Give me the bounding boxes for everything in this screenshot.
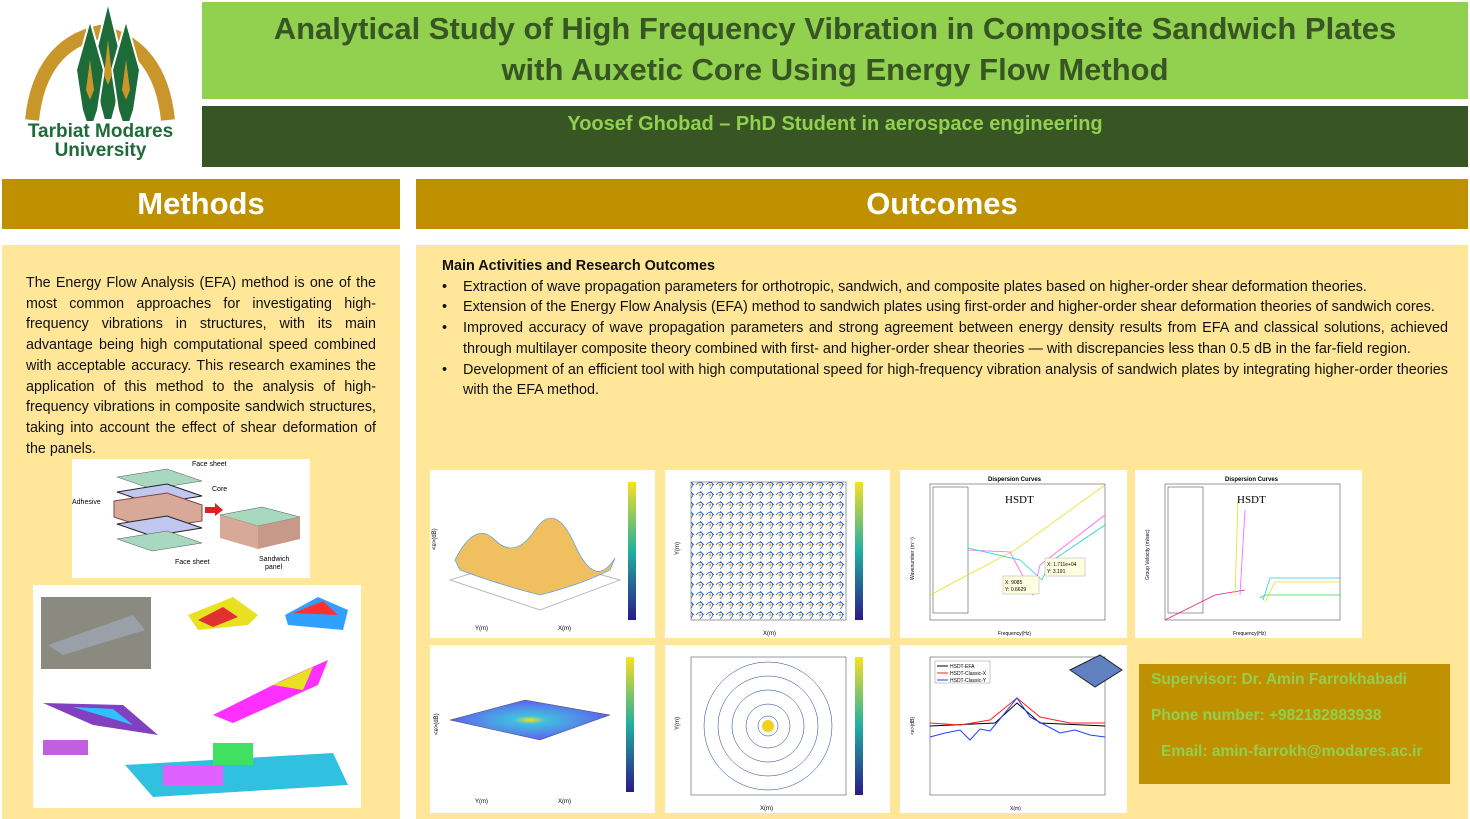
datatip-y1: Y: 0.6629 [1005, 587, 1026, 593]
label-face-sheet-bottom: Face sheet [175, 559, 210, 566]
outcomes-subheading: Main Activities and Research Outcomes [442, 258, 715, 274]
axis-label-x: X(m) [558, 626, 571, 632]
outcome-bullet: Extension of the Energy Flow Analysis (E… [442, 297, 1448, 318]
methods-heading: Methods [2, 179, 400, 229]
cypress-trees-logo-icon [25, 1, 175, 123]
axis-label-y: Y(m) [675, 542, 681, 555]
datatip-x2: X: 1.711e+04 [1047, 562, 1077, 568]
logo-text-line1: Tarbiat Modares [27, 121, 174, 142]
author-line: Yoosef Ghobad – PhD Student in aerospace… [202, 106, 1468, 167]
axis-label-x: X(m) [558, 799, 571, 805]
plot-title: Dispersion Curves [988, 477, 1042, 483]
email-link[interactable]: Email: amin-farrokh@modares.ac.ir [1161, 743, 1423, 760]
applications-figure [33, 585, 361, 808]
methods-text: The Energy Flow Analysis (EFA) method is… [26, 275, 376, 457]
label-adhesive: Adhesive [72, 499, 101, 506]
axis-label-y: Y(m) [475, 626, 488, 632]
energy-contour-figure: X(m) Y(m) [665, 645, 890, 813]
logo-text-line2: University [54, 140, 147, 161]
label-panel: panel [265, 564, 283, 571]
phone-text: Phone number: +982182883938 [1151, 707, 1382, 724]
hsdt-label: HSDT [1005, 494, 1034, 506]
university-logo: Tarbiat Modares University [0, 0, 200, 167]
axis-label-frequency: Frequency(Hz) [1233, 631, 1266, 637]
title-line-2: with Auxetic Core Using Energy Flow Meth… [501, 52, 1169, 87]
axis-label-wavenumber: Wavenumber (m⁻¹) [910, 537, 916, 580]
outcomes-heading: Outcomes [416, 179, 1468, 229]
axis-label-group-velocity: Group Velocity (m/sec) [1145, 529, 1151, 580]
dispersion-curves-group-velocity-figure: Dispersion Curves HSDT Frequency(Hz) Gro… [1135, 470, 1362, 638]
axis-label-x: X(m) [760, 806, 773, 812]
datatip-x1: X: 9085 [1005, 580, 1022, 586]
axis-label-x: X(m) [1010, 806, 1021, 812]
label-face-sheet-top: Face sheet [192, 461, 227, 468]
contact-box: Supervisor: Dr. Amin Farrokhabadi Phone … [1139, 664, 1450, 784]
legend-hsdt-efa: HSDT-EFA [950, 664, 975, 670]
label-core: Core [212, 486, 227, 493]
title-line-1: Analytical Study of High Frequency Vibra… [273, 11, 1397, 46]
datatip-y2: Y: 3.191 [1047, 569, 1066, 575]
label-sandwich: Sandwich [259, 556, 289, 563]
sandwich-structure-figure: Face sheet Core Adhesive Face sheet Sand… [72, 459, 310, 578]
hsdt-label: HSDT [1237, 494, 1266, 506]
legend-hsdt-classic-y: HSDT-Classic-Y [950, 678, 987, 684]
plot-title: Dispersion Curves [1225, 477, 1279, 483]
energy-density-3d-flat-figure: <e>(dB) Y(m) X(m) [430, 645, 655, 813]
outcome-bullet: Extraction of wave propagation parameter… [442, 277, 1448, 298]
axis-label-y: Y(m) [675, 717, 681, 730]
axis-label-x: X(m) [763, 631, 776, 637]
axis-label-frequency: Frequency(Hz) [998, 631, 1031, 637]
energy-flow-vector-field-figure: X(m) Y(m) [665, 470, 890, 638]
poster-title: Analytical Study of High Frequency Vibra… [202, 2, 1468, 99]
outcome-bullet: Development of an efficient tool with hi… [442, 360, 1448, 401]
energy-density-comparison-figure: HSDT-EFA HSDT-Classic-X HSDT-Classic-Y X… [900, 645, 1127, 813]
dispersion-curves-wavenumber-figure: Dispersion Curves HSDT X: 9085 Y: 0.6629… [900, 470, 1127, 638]
outcome-bullet: Improved accuracy of wave propagation pa… [442, 318, 1448, 359]
axis-label-y: Y(m) [475, 799, 488, 805]
axis-label-e: <e>(dB) [434, 713, 440, 735]
outcomes-text: Main Activities and Research Outcomes Ex… [442, 256, 1448, 401]
axis-label-e: <e>(dB) [432, 528, 438, 550]
supervisor-text: Supervisor: Dr. Amin Farrokhabadi [1151, 671, 1408, 688]
legend-hsdt-classic-x: HSDT-Classic-X [950, 671, 987, 677]
axis-label-e: <e>(dB) [910, 717, 916, 735]
energy-density-3d-surface-figure: <e>(dB) Y(m) X(m) [430, 470, 655, 638]
